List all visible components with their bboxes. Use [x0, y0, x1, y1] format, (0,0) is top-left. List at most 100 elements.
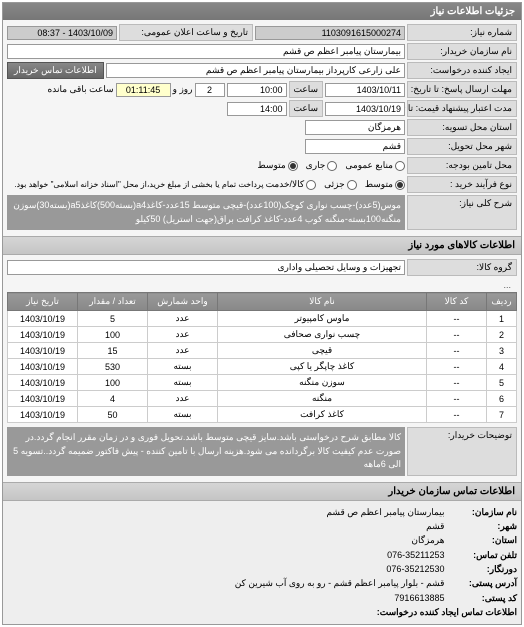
bi-org-label: نام سازمان: — [447, 505, 517, 519]
need-no-label: شماره نیاز: — [407, 24, 517, 41]
panel-title: جزئیات اطلاعات نیاز — [3, 3, 521, 20]
need-details-panel: جزئیات اطلاعات نیاز شماره نیاز: 11030916… — [2, 2, 522, 625]
buyer-label: نام سازمان خریدار: — [407, 43, 517, 60]
table-cell: -- — [427, 359, 487, 375]
requester-field: علی زارعی کارپرداز بیمارستان پیامبر اعظم… — [106, 63, 405, 78]
table-cell: 1403/10/19 — [8, 407, 78, 423]
announce-label: تاریخ و ساعت اعلان عمومی: — [119, 24, 253, 41]
table-cell: ماوس کامپیوتر — [218, 311, 427, 327]
group-field: تجهیزات و وسایل تحصیلی واداری — [7, 260, 405, 275]
row-deadline: مهلت ارسال پاسخ: تا تاریخ: 1403/10/11 سا… — [7, 81, 517, 98]
table-cell: عدد — [148, 391, 218, 407]
validity-time-label: ساعت — [289, 100, 324, 117]
table-cell: بسته — [148, 359, 218, 375]
budget-radio-1[interactable]: جاری — [306, 160, 338, 171]
table-cell: 4 — [78, 391, 148, 407]
unit-radio-1[interactable]: جزئی — [324, 179, 357, 190]
row-group: گروه کالا: تجهیزات و وسایل تحصیلی واداری — [7, 259, 517, 276]
budget-radio-0[interactable]: منابع عمومی — [345, 160, 405, 171]
unit-label: نوع فرآیند خرید : — [407, 176, 517, 193]
th-unit: واحد شمارش — [148, 293, 218, 311]
table-cell: 5 — [487, 375, 517, 391]
bi-org: بیمارستان پیامبر اعظم ص قشم — [326, 507, 444, 517]
th-date: تاریخ نیاز — [8, 293, 78, 311]
notes-field: کالا مطابق شرح درخواستی باشد.سایز قیچی م… — [7, 427, 405, 476]
table-cell: چسب نواری صحافی — [218, 327, 427, 343]
city-label: شهر محل تحویل: — [407, 138, 517, 155]
table-cell: سوزن منگنه — [218, 375, 427, 391]
table-cell: قیچی — [218, 343, 427, 359]
table-cell: منگنه — [218, 391, 427, 407]
group-label: گروه کالا: — [407, 259, 517, 276]
bi-tel-label: تلفن تماس: — [447, 548, 517, 562]
province-field: هرمزگان — [305, 120, 405, 135]
unit-radio-0[interactable]: متوسط — [365, 179, 405, 190]
bi-prov: هرمزگان — [411, 535, 444, 545]
buyer-info: نام سازمان: بیمارستان پیامبر اعظم ص قشم … — [3, 501, 521, 624]
table-cell: عدد — [148, 327, 218, 343]
table-cell: 2 — [487, 327, 517, 343]
table-cell: 15 — [78, 343, 148, 359]
table-cell: 100 — [78, 327, 148, 343]
budget-radio-group: منابع عمومی جاری متوسط — [257, 160, 405, 171]
goods-section-header: اطلاعات کالاهای مورد نیاز — [3, 236, 521, 255]
table-cell: 4 — [487, 359, 517, 375]
table-cell: 530 — [78, 359, 148, 375]
table-cell: بسته — [148, 407, 218, 423]
table-cell: عدد — [148, 343, 218, 359]
subject-field: موس(5عدد)-چسب نواری کوچک(100عدد)-قیچی مت… — [7, 195, 405, 230]
table-row[interactable]: 4--کاغذ چاپگر یا کپیبسته5301403/10/19 — [8, 359, 517, 375]
remain-days-label: روز و — [173, 84, 193, 95]
table-row[interactable]: 6--منگنهعدد41403/10/19 — [8, 391, 517, 407]
table-cell: کاغذ چاپگر یا کپی — [218, 359, 427, 375]
validity-date: 1403/10/19 — [325, 102, 405, 116]
unit-radio-group: متوسط جزئی کالا/خدمت — [266, 179, 405, 190]
table-cell: -- — [427, 327, 487, 343]
table-cell: 1403/10/19 — [8, 343, 78, 359]
th-row: ردیف — [487, 293, 517, 311]
table-cell: 1403/10/19 — [8, 327, 78, 343]
bi-city-label: شهر: — [447, 519, 517, 533]
province-label: استان محل تسویه: — [407, 119, 517, 136]
bi-tel: 076-35211253 — [387, 550, 444, 560]
validity-label: مدت اعتبار پیشنهاد قیمت: تا تاریخ: — [407, 100, 517, 117]
table-row[interactable]: 1--ماوس کامپیوترعدد51403/10/19 — [8, 311, 517, 327]
table-row[interactable]: 7--کاغذ کرافتبسته501403/10/19 — [8, 407, 517, 423]
row-province: استان محل تسویه: هرمزگان — [7, 119, 517, 136]
table-cell: 6 — [487, 391, 517, 407]
row-subject: شرح کلی نیاز: موس(5عدد)-چسب نواری کوچک(1… — [7, 195, 517, 230]
table-row[interactable]: 2--چسب نواری صحافیعدد1001403/10/19 — [8, 327, 517, 343]
deadline-date: 1403/10/11 — [325, 83, 405, 97]
row-requester: ایجاد کننده درخواست: علی زارعی کارپرداز … — [7, 62, 517, 79]
table-cell: 1403/10/19 — [8, 359, 78, 375]
table-cell: کاغذ کرافت — [218, 407, 427, 423]
table-cell: 50 — [78, 407, 148, 423]
deadline-time-label: ساعت — [289, 81, 324, 98]
panel-body: شماره نیاز: 1103091615000274 تاریخ و ساع… — [3, 20, 521, 236]
table-cell: 5 — [78, 311, 148, 327]
etc-dots: ... — [7, 278, 517, 292]
table-row[interactable]: 5--سوزن منگنهبسته1001403/10/19 — [8, 375, 517, 391]
table-cell: 3 — [487, 343, 517, 359]
goods-body: گروه کالا: تجهیزات و وسایل تحصیلی واداری… — [3, 255, 521, 482]
table-cell: بسته — [148, 375, 218, 391]
table-cell: 1403/10/19 — [8, 391, 78, 407]
bi-addr: قشم - بلوار پیامبر اعظم قشم - رو به روی … — [235, 578, 445, 588]
bi-city: قشم — [426, 521, 444, 531]
th-qty: تعداد / مقدار — [78, 293, 148, 311]
buyer-section-header: اطلاعات تماس سازمان خریدار — [3, 482, 521, 501]
bi-zip-label: کد پستی: — [447, 591, 517, 605]
table-row[interactable]: 3--قیچیعدد151403/10/19 — [8, 343, 517, 359]
bi-zip: 7916613885 — [394, 593, 444, 603]
subject-label: شرح کلی نیاز: — [407, 195, 517, 230]
remain-days: 2 — [195, 83, 225, 97]
budget-radio-2[interactable]: متوسط — [257, 160, 297, 171]
validity-time: 14:00 — [227, 102, 287, 116]
table-cell: 1 — [487, 311, 517, 327]
table-cell: -- — [427, 343, 487, 359]
contact-buyer-button[interactable]: اطلاعات تماس خریدار — [7, 62, 104, 79]
table-cell: 1403/10/19 — [8, 375, 78, 391]
unit-radio-2[interactable]: کالا/خدمت — [266, 179, 317, 190]
bi-fax-label: دورنگار: — [447, 562, 517, 576]
table-cell: 100 — [78, 375, 148, 391]
